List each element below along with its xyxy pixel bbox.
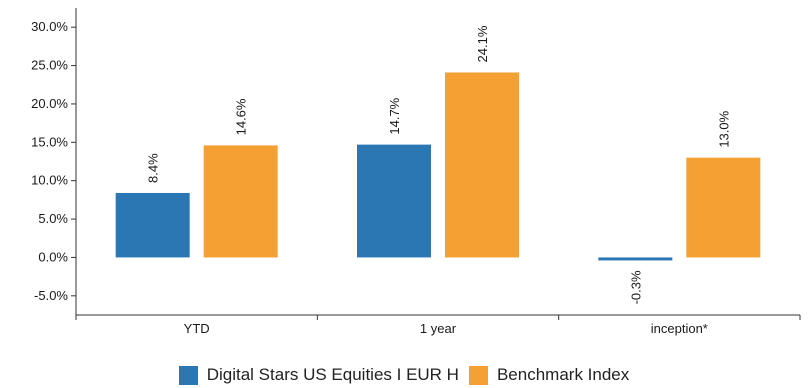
y-tick-label: -5.0%: [34, 288, 68, 303]
bar-value-label: 24.1%: [475, 25, 490, 62]
y-tick-label: 10.0%: [31, 173, 68, 188]
y-tick-label: 25.0%: [31, 58, 68, 73]
legend-item-fund[interactable]: Digital Stars US Equities I EUR H: [178, 365, 459, 385]
legend-swatch-fund: [178, 365, 198, 385]
y-tick-label: 0.0%: [38, 249, 68, 264]
legend: Digital Stars US Equities I EUR H Benchm…: [0, 362, 808, 388]
legend-item-benchmark[interactable]: Benchmark Index: [468, 365, 630, 385]
bar-benchmark[interactable]: [445, 72, 519, 258]
y-axis: -5.0% 0.0% 5.0% 10.0% 15.0% 20.0% 25.0% 30.0%: [31, 8, 77, 315]
x-axis: YTD 1 year inception*: [75, 314, 801, 336]
bar-value-label: -0.3%: [628, 270, 643, 304]
bar-value-label: 13.0%: [716, 110, 731, 147]
legend-label-fund: Digital Stars US Equities I EUR H: [206, 365, 459, 384]
x-tick-label: inception*: [651, 321, 708, 336]
bar-chart: -5.0% 0.0% 5.0% 10.0% 15.0% 20.0% 25.0% 30.0% Y…: [31, 8, 801, 336]
y-tick-label: 20.0%: [31, 96, 68, 111]
bar-value-label: 14.7%: [387, 97, 402, 134]
bar-benchmark[interactable]: [686, 157, 761, 258]
y-tick-label: 30.0%: [31, 19, 68, 34]
bar-fund[interactable]: [357, 144, 431, 258]
x-tick-label: 1 year: [420, 321, 457, 336]
bar-benchmark[interactable]: [203, 145, 278, 258]
bar-fund[interactable]: [598, 257, 673, 261]
y-tick-label: 5.0%: [38, 211, 68, 226]
legend-swatch-benchmark: [468, 365, 488, 385]
y-tick-label: 15.0%: [31, 134, 68, 149]
bar-value-label: 8.4%: [146, 153, 161, 183]
bars-group: [115, 72, 761, 261]
x-tick-label: YTD: [184, 321, 210, 336]
bar-fund[interactable]: [115, 192, 190, 258]
legend-label-benchmark: Benchmark Index: [496, 365, 630, 384]
value-labels-group: 8.4% 14.6% 14.7% 24.1% -0.3% 13.0%: [146, 25, 732, 304]
bar-value-label: 14.6%: [234, 98, 249, 135]
